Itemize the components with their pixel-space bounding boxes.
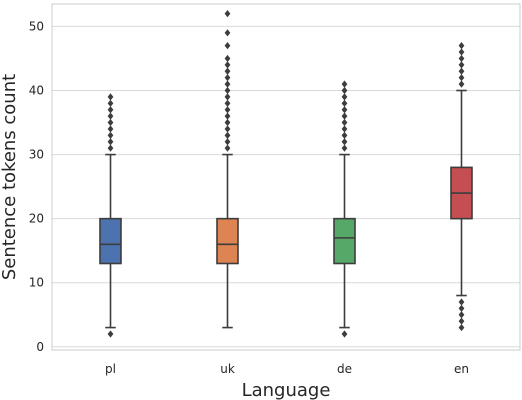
outlier-point-uk (224, 106, 231, 114)
outlier-point-de (341, 112, 348, 120)
outlier-point-en (458, 80, 465, 88)
outlier-point-pl (107, 112, 114, 120)
y-tick-label-30: 30 (29, 148, 44, 162)
outlier-point-de (341, 80, 348, 88)
outlier-point-pl (107, 99, 114, 107)
outlier-point-en (458, 42, 465, 50)
box-uk (216, 10, 239, 329)
outlier-point-pl (107, 144, 114, 152)
boxes (99, 10, 473, 338)
x-tick-label-de: de (337, 362, 352, 376)
outlier-point-en (458, 298, 465, 306)
outlier-point-pl (107, 138, 114, 146)
outlier-point-uk (224, 138, 231, 146)
box-pl (99, 93, 122, 338)
outlier-point-en (458, 74, 465, 82)
outlier-point-pl (107, 106, 114, 114)
x-axis-title: Language (242, 380, 331, 400)
x-tick-label-en: en (454, 362, 469, 376)
outlier-point-de (341, 86, 348, 95)
outlier-point-pl (107, 125, 114, 133)
outlier-point-uk (224, 10, 231, 18)
y-tick-label-50: 50 (29, 19, 44, 33)
outlier-point-uk (224, 93, 231, 101)
outlier-point-en (458, 311, 465, 319)
outlier-point-pl (107, 93, 114, 101)
outlier-point-uk (224, 112, 231, 120)
y-tick-label-40: 40 (29, 84, 44, 98)
iqr-box-pl (99, 217, 122, 265)
iqr-box-uk (216, 217, 239, 265)
outlier-point-pl (107, 330, 114, 338)
box-en (450, 42, 473, 332)
outlier-point-de (341, 131, 348, 139)
outlier-point-uk (224, 29, 231, 37)
outlier-point-de (341, 138, 348, 146)
outlier-point-uk (224, 42, 231, 50)
iqr-box-de (333, 217, 356, 265)
outlier-point-de (341, 93, 348, 101)
x-tick-label-uk: uk (220, 362, 235, 376)
outlier-point-de (341, 99, 348, 107)
plot-area-frame (51, 3, 521, 351)
grid-lines (52, 25, 520, 348)
box-de (333, 80, 356, 338)
outlier-point-en (458, 54, 465, 63)
y-tick-labels: 0 10 20 30 40 50 (29, 19, 44, 353)
x-tick-label-pl: pl (105, 362, 116, 376)
outlier-point-uk (224, 67, 231, 75)
outlier-point-uk (224, 54, 231, 63)
outlier-point-pl (107, 131, 114, 139)
outlier-point-uk (224, 99, 231, 107)
outlier-point-en (458, 67, 465, 75)
outlier-point-uk (224, 131, 231, 139)
outlier-point-uk (224, 80, 231, 88)
y-axis-title: Sentence tokens count (0, 74, 20, 280)
y-tick-label-0: 0 (36, 340, 44, 354)
outlier-point-de (341, 125, 348, 133)
outlier-point-uk (224, 74, 231, 82)
outlier-point-en (458, 304, 465, 312)
outlier-point-en (458, 317, 465, 325)
outlier-point-en (458, 48, 465, 56)
outlier-point-uk (224, 86, 231, 95)
outlier-point-uk (224, 125, 231, 133)
outlier-point-uk (224, 144, 231, 152)
outlier-point-uk (224, 61, 231, 69)
outlier-point-pl (107, 118, 114, 127)
outlier-point-de (341, 106, 348, 114)
outlier-point-en (458, 323, 465, 332)
y-tick-label-10: 10 (29, 276, 44, 290)
outlier-point-de (341, 144, 348, 152)
x-tick-labels: pl uk de en (105, 362, 469, 376)
y-tick-label-20: 20 (29, 212, 44, 226)
outlier-point-en (458, 61, 465, 69)
outlier-point-de (341, 118, 348, 127)
outlier-point-uk (224, 118, 231, 127)
outlier-point-de (341, 330, 348, 338)
